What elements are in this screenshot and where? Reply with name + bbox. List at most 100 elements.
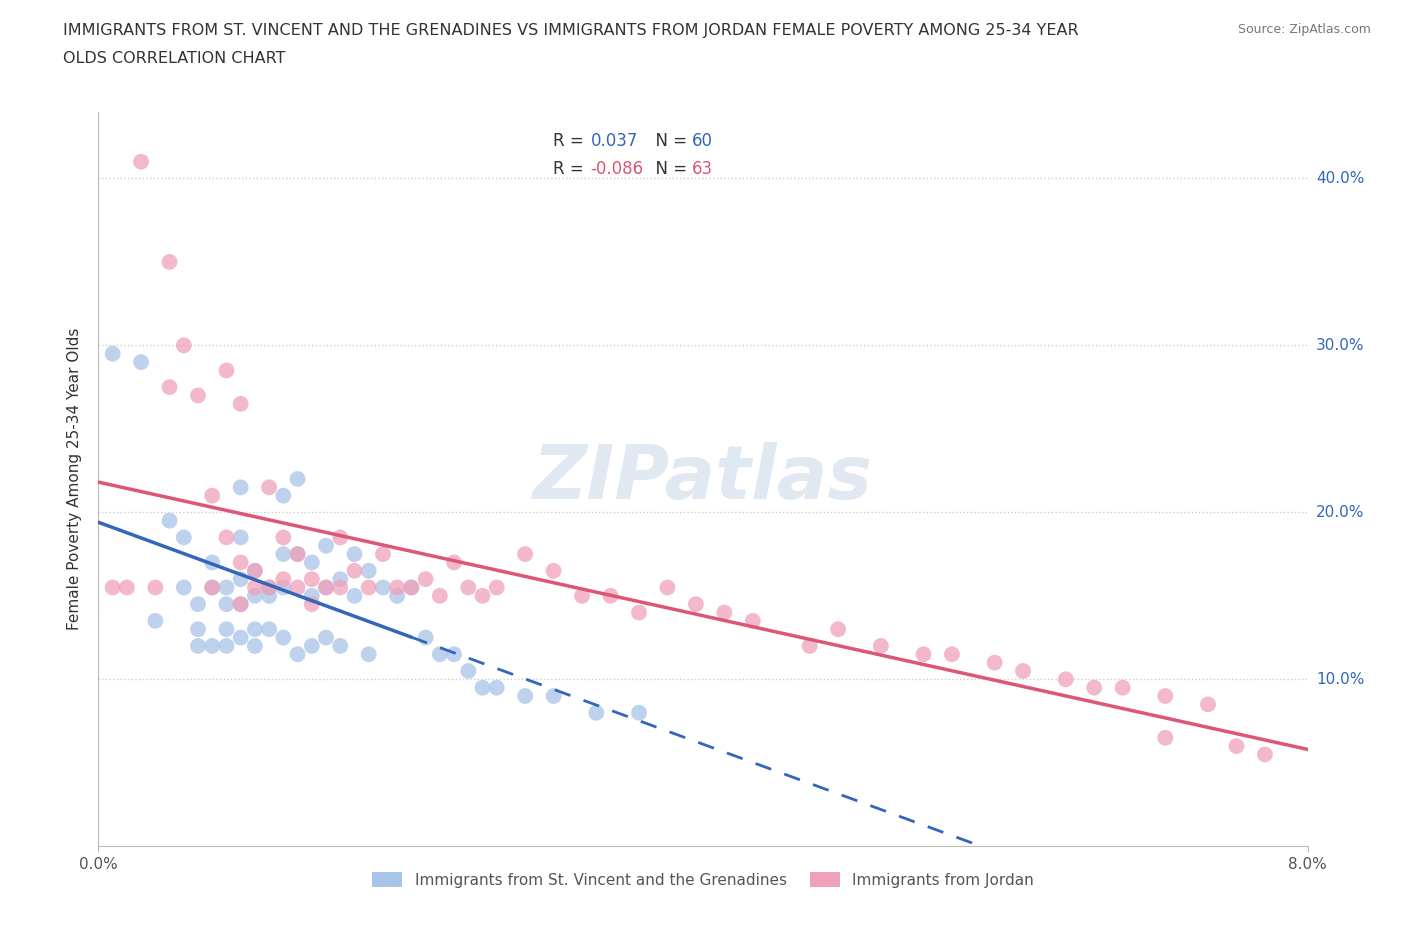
Text: Source: ZipAtlas.com: Source: ZipAtlas.com bbox=[1237, 23, 1371, 36]
Point bbox=[599, 589, 621, 604]
Point bbox=[315, 580, 337, 595]
Text: R =: R = bbox=[553, 132, 589, 150]
Point bbox=[657, 580, 679, 595]
Point bbox=[315, 631, 337, 645]
Point bbox=[173, 530, 195, 545]
Point bbox=[187, 388, 209, 403]
Point bbox=[229, 396, 252, 411]
Point bbox=[129, 354, 152, 369]
Point bbox=[215, 530, 238, 545]
Point bbox=[159, 379, 181, 394]
Point bbox=[143, 580, 166, 595]
Point bbox=[401, 580, 423, 595]
Text: 60: 60 bbox=[692, 132, 713, 150]
Point bbox=[571, 589, 593, 604]
Point bbox=[983, 656, 1005, 671]
Point bbox=[1012, 663, 1035, 678]
Point bbox=[543, 564, 565, 578]
Point bbox=[173, 338, 195, 352]
Point bbox=[1083, 680, 1105, 695]
Point bbox=[159, 255, 181, 270]
Point bbox=[201, 488, 224, 503]
Point bbox=[357, 580, 380, 595]
Point bbox=[243, 564, 266, 578]
Point bbox=[315, 580, 337, 595]
Point bbox=[415, 631, 437, 645]
Point bbox=[115, 580, 138, 595]
Text: 20.0%: 20.0% bbox=[1316, 505, 1364, 520]
Point bbox=[357, 647, 380, 662]
Point bbox=[187, 597, 209, 612]
Point bbox=[415, 572, 437, 587]
Point bbox=[329, 572, 352, 587]
Point bbox=[287, 472, 309, 486]
Point bbox=[257, 580, 280, 595]
Point bbox=[827, 622, 849, 637]
Point bbox=[471, 680, 494, 695]
Point bbox=[627, 705, 650, 720]
Point bbox=[471, 589, 494, 604]
Text: R =: R = bbox=[553, 160, 589, 178]
Point bbox=[1254, 747, 1277, 762]
Text: OLDS CORRELATION CHART: OLDS CORRELATION CHART bbox=[63, 51, 285, 66]
Point bbox=[201, 580, 224, 595]
Point bbox=[515, 547, 537, 562]
Point bbox=[229, 480, 252, 495]
Point bbox=[315, 538, 337, 553]
Text: ZIPatlas: ZIPatlas bbox=[533, 443, 873, 515]
Point bbox=[287, 547, 309, 562]
Point bbox=[273, 547, 295, 562]
Point bbox=[371, 547, 394, 562]
Point bbox=[229, 530, 252, 545]
Point bbox=[1054, 671, 1077, 686]
Text: N =: N = bbox=[645, 160, 692, 178]
Point bbox=[229, 572, 252, 587]
Point bbox=[343, 564, 366, 578]
Point bbox=[243, 639, 266, 654]
Point bbox=[243, 589, 266, 604]
Point bbox=[1197, 697, 1219, 711]
Text: 10.0%: 10.0% bbox=[1316, 671, 1364, 687]
Point bbox=[741, 614, 763, 629]
Point bbox=[301, 639, 323, 654]
Point bbox=[257, 589, 280, 604]
Point bbox=[273, 631, 295, 645]
Point bbox=[229, 597, 252, 612]
Point bbox=[329, 530, 352, 545]
Point bbox=[685, 597, 707, 612]
Point bbox=[515, 688, 537, 703]
Point bbox=[1111, 680, 1133, 695]
Point bbox=[101, 346, 124, 361]
Point bbox=[357, 564, 380, 578]
Point bbox=[443, 647, 465, 662]
Text: N =: N = bbox=[645, 132, 692, 150]
Point bbox=[1225, 738, 1247, 753]
Point bbox=[215, 597, 238, 612]
Point bbox=[243, 580, 266, 595]
Point bbox=[912, 647, 935, 662]
Point bbox=[273, 488, 295, 503]
Point bbox=[485, 580, 508, 595]
Point bbox=[443, 555, 465, 570]
Point bbox=[273, 572, 295, 587]
Point bbox=[371, 580, 394, 595]
Text: 40.0%: 40.0% bbox=[1316, 171, 1364, 186]
Point bbox=[101, 580, 124, 595]
Point bbox=[201, 639, 224, 654]
Point bbox=[385, 580, 408, 595]
Point bbox=[343, 547, 366, 562]
Point bbox=[585, 705, 607, 720]
Point bbox=[129, 154, 152, 169]
Point bbox=[287, 547, 309, 562]
Point bbox=[301, 555, 323, 570]
Point bbox=[243, 564, 266, 578]
Point bbox=[215, 639, 238, 654]
Legend: Immigrants from St. Vincent and the Grenadines, Immigrants from Jordan: Immigrants from St. Vincent and the Gren… bbox=[366, 866, 1040, 894]
Point bbox=[257, 480, 280, 495]
Point bbox=[143, 614, 166, 629]
Point bbox=[187, 639, 209, 654]
Point bbox=[243, 622, 266, 637]
Point bbox=[941, 647, 963, 662]
Point bbox=[429, 647, 451, 662]
Point bbox=[201, 555, 224, 570]
